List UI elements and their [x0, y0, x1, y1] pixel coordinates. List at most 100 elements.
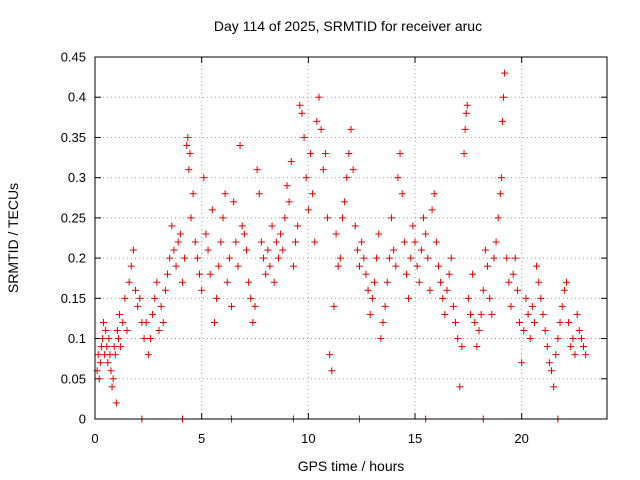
data-point: [513, 286, 521, 294]
data-point: [268, 222, 276, 230]
grid-lines: [95, 57, 607, 419]
data-point: [479, 286, 487, 294]
data-point: [490, 254, 498, 262]
x-tick-label: 10: [301, 431, 315, 446]
data-point: [298, 109, 306, 117]
data-point: [151, 294, 159, 302]
data-point: [304, 206, 312, 214]
data-point: [196, 270, 204, 278]
data-point: [500, 93, 508, 101]
data-point: [548, 367, 556, 375]
data-point: [430, 190, 438, 198]
data-point: [105, 335, 113, 343]
data-point: [334, 262, 342, 270]
data-point: [183, 141, 191, 149]
data-point: [426, 286, 434, 294]
data-point: [317, 125, 325, 133]
data-point: [494, 214, 502, 222]
data-point: [245, 278, 253, 286]
y-axis-label: SRMTID / TECUs: [5, 183, 21, 293]
y-tick-label: 0: [79, 412, 86, 427]
data-point: [215, 262, 223, 270]
data-point: [390, 246, 398, 254]
data-point: [117, 343, 125, 351]
data-point: [213, 294, 221, 302]
data-point: [219, 214, 227, 222]
data-point: [530, 318, 538, 326]
data-point: [292, 238, 300, 246]
data-point: [507, 302, 515, 310]
data-point: [287, 158, 295, 166]
data-point: [343, 174, 351, 182]
data-point: [498, 117, 506, 125]
data-point: [461, 125, 469, 133]
data-point: [554, 335, 562, 343]
data-point: [539, 310, 547, 318]
data-point: [338, 214, 346, 222]
data-point: [294, 222, 302, 230]
data-point: [463, 101, 471, 109]
data-point: [543, 343, 551, 351]
x-axis-label: GPS time / hours: [298, 458, 405, 474]
data-point: [477, 310, 485, 318]
data-point: [336, 254, 344, 262]
data-point: [481, 246, 489, 254]
data-point: [247, 294, 255, 302]
data-point: [257, 238, 265, 246]
data-point: [428, 206, 436, 214]
data-point: [373, 254, 381, 262]
data-point: [449, 302, 457, 310]
data-point: [349, 166, 357, 174]
data-point: [217, 238, 225, 246]
data-point: [434, 262, 442, 270]
data-point: [509, 270, 517, 278]
data-point: [119, 318, 127, 326]
data-point: [501, 69, 509, 77]
axis-ticks: 0 0.05 0.1 0.15 0.2 0.25 0.3 0.35 0.4 0.45 0 5 10 15 2…: [61, 50, 607, 446]
data-point: [475, 327, 483, 335]
data-point: [170, 246, 178, 254]
data-point: [345, 150, 353, 158]
data-point: [484, 262, 492, 270]
data-point: [289, 262, 297, 270]
data-point: [186, 150, 194, 158]
data-point: [264, 246, 272, 254]
data-point: [116, 310, 124, 318]
data-point: [210, 318, 218, 326]
data-point: [413, 262, 421, 270]
data-point: [445, 270, 453, 278]
data-point: [541, 327, 549, 335]
data-point: [191, 238, 199, 246]
chart-title: Day 114 of 2025, SRMTID for receiver aru…: [214, 18, 482, 34]
data-point: [441, 310, 449, 318]
data-point: [266, 262, 274, 270]
data-point: [164, 270, 172, 278]
data-point: [221, 190, 229, 198]
y-tick-label: 0.1: [68, 331, 86, 346]
data-point: [234, 262, 242, 270]
data-point: [575, 327, 583, 335]
data-point: [300, 133, 308, 141]
data-point: [255, 190, 263, 198]
data-point: [285, 198, 293, 206]
data-point: [560, 286, 568, 294]
data-point: [415, 278, 423, 286]
data-point: [181, 254, 189, 262]
data-point: [161, 286, 169, 294]
data-point: [249, 318, 257, 326]
data-point: [132, 286, 140, 294]
data-point: [379, 318, 387, 326]
data-point: [486, 294, 494, 302]
data-point: [381, 302, 389, 310]
data-point: [146, 335, 154, 343]
y-tick-label: 0.45: [61, 50, 86, 65]
data-point: [535, 278, 543, 286]
data-point: [422, 230, 430, 238]
data-point: [400, 238, 408, 246]
data-point: [96, 359, 104, 367]
data-point: [236, 141, 244, 149]
data-point: [398, 190, 406, 198]
data-point: [370, 278, 378, 286]
data-point: [193, 254, 201, 262]
data-point: [571, 351, 579, 359]
